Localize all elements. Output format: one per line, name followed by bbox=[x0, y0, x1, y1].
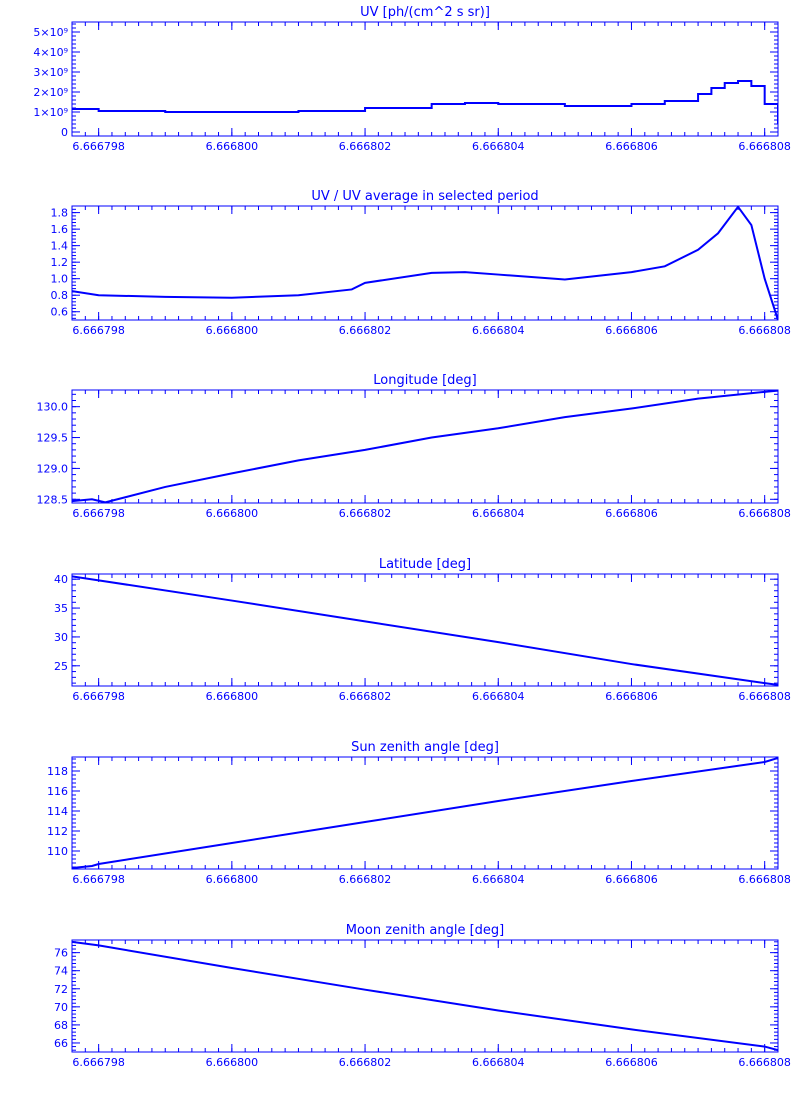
y-tick-label: 4×10⁹ bbox=[33, 46, 68, 59]
panel-title: Longitude [deg] bbox=[373, 373, 476, 388]
y-tick-label: 130.0 bbox=[37, 401, 69, 414]
series-line bbox=[72, 940, 778, 1052]
y-tick-label: 114 bbox=[47, 805, 68, 818]
x-tick-label: 6.666802 bbox=[339, 690, 392, 703]
plot-frame bbox=[71, 21, 779, 137]
x-tick-label: 6.666800 bbox=[206, 324, 259, 337]
x-tick-label: 6.666804 bbox=[472, 1056, 525, 1069]
x-tick-label: 6.666802 bbox=[339, 324, 392, 337]
x-tick-label: 6.666806 bbox=[605, 873, 658, 886]
y-tick-label: 1.2 bbox=[51, 256, 69, 269]
panel-4: Latitude [deg] 6.666798 6.666800 6.666802 6.… bbox=[54, 557, 791, 703]
plot-frame bbox=[71, 205, 779, 321]
x-tick-label: 6.666802 bbox=[339, 1056, 392, 1069]
series-line bbox=[72, 390, 778, 503]
y-tick-label: 129.0 bbox=[37, 462, 69, 475]
panel-title: UV / UV average in selected period bbox=[311, 189, 538, 204]
x-tick-label: 6.666802 bbox=[339, 140, 392, 153]
x-tick-label: 6.666804 bbox=[472, 507, 525, 520]
x-tick-label: 6.666802 bbox=[339, 507, 392, 520]
x-tick-label: 6.666804 bbox=[472, 873, 525, 886]
x-tick-label: 6.666808 bbox=[738, 873, 791, 886]
plot-frame bbox=[71, 573, 779, 687]
y-tick-label: 0.6 bbox=[51, 306, 69, 319]
y-tick-label: 1.6 bbox=[51, 223, 69, 236]
x-tick-label: 6.666806 bbox=[605, 1056, 658, 1069]
x-tick-label: 6.666808 bbox=[738, 690, 791, 703]
x-tick-label: 6.666808 bbox=[738, 1056, 791, 1069]
plot-frame bbox=[71, 756, 779, 870]
x-tick-label: 6.666808 bbox=[738, 507, 791, 520]
panel-title: Sun zenith angle [deg] bbox=[351, 740, 499, 755]
x-tick-label: 6.666798 bbox=[72, 324, 125, 337]
y-tick-label: 5×10⁹ bbox=[33, 26, 68, 39]
x-tick-label: 6.666798 bbox=[72, 140, 125, 153]
y-tick-label: 74 bbox=[54, 965, 68, 978]
x-tick-label: 6.666808 bbox=[738, 140, 791, 153]
panel-3: Longitude [deg] 6.666798 6.666800 6.666802 6… bbox=[37, 373, 791, 520]
y-tick-label: 118 bbox=[47, 765, 68, 778]
y-tick-label: 25 bbox=[54, 660, 68, 673]
y-tick-label: 128.5 bbox=[37, 493, 69, 506]
x-tick-label: 6.666800 bbox=[206, 507, 259, 520]
x-tick-label: 6.666798 bbox=[72, 1056, 125, 1069]
y-tick-label: 116 bbox=[47, 785, 68, 798]
panel-5: Sun zenith angle [deg] 6.666798 6.666800 6.… bbox=[47, 740, 791, 886]
x-tick-label: 6.666804 bbox=[472, 324, 525, 337]
x-tick-label: 6.666798 bbox=[72, 873, 125, 886]
x-tick-label: 6.666806 bbox=[605, 140, 658, 153]
y-tick-label: 72 bbox=[54, 983, 68, 996]
x-tick-label: 6.666804 bbox=[472, 690, 525, 703]
x-tick-label: 6.666800 bbox=[206, 1056, 259, 1069]
y-tick-label: 76 bbox=[54, 947, 68, 960]
plot-frame bbox=[71, 389, 779, 504]
x-tick-label: 6.666804 bbox=[472, 140, 525, 153]
y-tick-label: 129.5 bbox=[37, 432, 69, 445]
x-tick-label: 6.666800 bbox=[206, 140, 259, 153]
x-tick-label: 6.666806 bbox=[605, 507, 658, 520]
y-tick-label: 3×10⁹ bbox=[33, 66, 68, 79]
y-tick-label: 110 bbox=[47, 845, 68, 858]
y-tick-label: 30 bbox=[54, 631, 68, 644]
series-line bbox=[72, 757, 778, 869]
y-tick-label: 35 bbox=[54, 602, 68, 615]
x-tick-label: 6.666802 bbox=[339, 873, 392, 886]
y-tick-label: 70 bbox=[54, 1001, 68, 1014]
panel-1: UV [ph/(cm^2 s sr)] 6.666798 6.666800 6.666… bbox=[33, 5, 791, 153]
series-line bbox=[72, 206, 778, 320]
x-tick-label: 6.666806 bbox=[605, 690, 658, 703]
series-line bbox=[72, 80, 778, 124]
y-tick-label: 0 bbox=[61, 126, 68, 139]
y-tick-label: 112 bbox=[47, 825, 68, 838]
y-tick-label: 0.8 bbox=[51, 289, 69, 302]
panel-2: UV / UV average in selected period 6.6667… bbox=[51, 189, 791, 337]
y-tick-label: 68 bbox=[54, 1019, 68, 1032]
panel-6: Moon zenith angle [deg] 6.666798 6.666800 6… bbox=[54, 923, 791, 1069]
series-line bbox=[72, 575, 778, 686]
panel-title: Latitude [deg] bbox=[379, 557, 471, 572]
y-tick-label: 40 bbox=[54, 573, 68, 586]
y-tick-label: 66 bbox=[54, 1037, 68, 1050]
x-tick-label: 6.666800 bbox=[206, 873, 259, 886]
y-tick-label: 1×10⁹ bbox=[33, 106, 68, 119]
y-tick-label: 1.8 bbox=[51, 207, 69, 220]
x-tick-label: 6.666806 bbox=[605, 324, 658, 337]
y-tick-label: 2×10⁹ bbox=[33, 86, 68, 99]
x-tick-label: 6.666798 bbox=[72, 690, 125, 703]
panel-title: Moon zenith angle [deg] bbox=[346, 923, 504, 938]
x-tick-label: 6.666800 bbox=[206, 690, 259, 703]
x-tick-label: 6.666808 bbox=[738, 324, 791, 337]
y-tick-label: 1.4 bbox=[51, 240, 69, 253]
x-tick-label: 6.666798 bbox=[72, 507, 125, 520]
panel-title: UV [ph/(cm^2 s sr)] bbox=[360, 5, 490, 20]
y-tick-label: 1.0 bbox=[51, 273, 69, 286]
